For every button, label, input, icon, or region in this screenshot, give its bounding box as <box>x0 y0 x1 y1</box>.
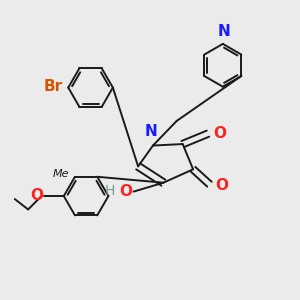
Text: Br: Br <box>43 79 62 94</box>
Text: H: H <box>105 184 115 198</box>
Text: O: O <box>119 184 132 199</box>
Text: N: N <box>217 23 230 38</box>
Text: Me: Me <box>53 169 70 179</box>
Text: O: O <box>215 178 228 193</box>
Text: O: O <box>30 188 43 203</box>
Text: N: N <box>144 124 157 139</box>
Text: O: O <box>213 126 226 141</box>
